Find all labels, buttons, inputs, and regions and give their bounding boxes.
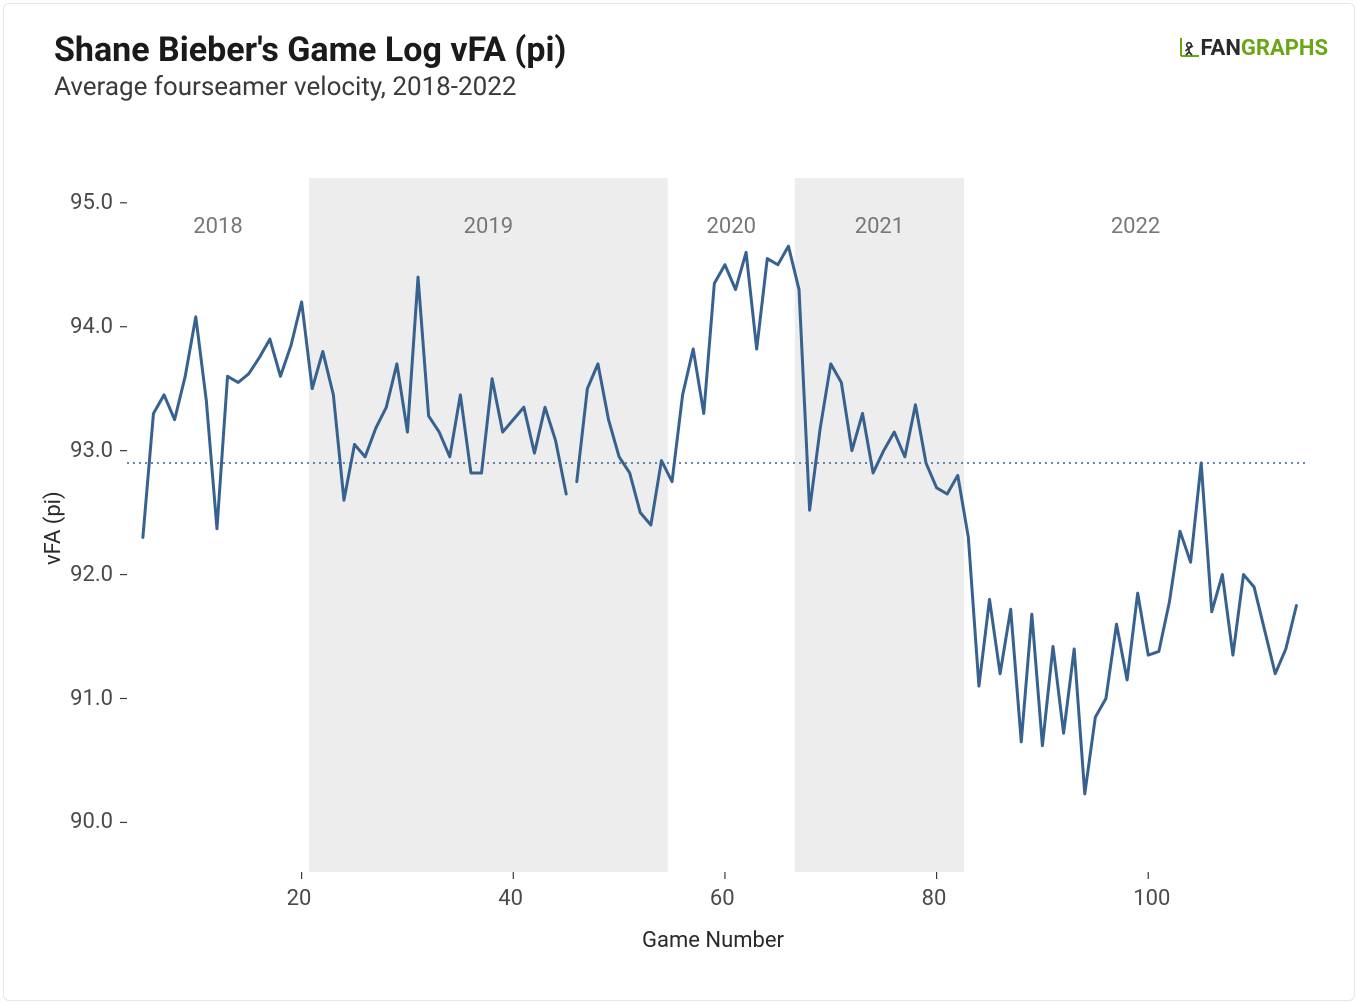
- season-label: 2019: [460, 214, 516, 239]
- season-label: 2018: [190, 214, 246, 239]
- chart-title: Shane Bieber's Game Log vFA (pi): [54, 30, 566, 70]
- x-tick-label: 40: [498, 886, 523, 911]
- y-tick-label: 91.0: [70, 686, 113, 711]
- x-tick-label: 60: [710, 886, 735, 911]
- chart-frame: Shane Bieber's Game Log vFA (pi) Average…: [0, 0, 1358, 1004]
- x-axis-label: Game Number: [642, 928, 784, 953]
- fangraphs-logo: FANGRAPHS: [1180, 36, 1328, 61]
- season-label: 2022: [1108, 214, 1164, 239]
- y-tick-label: 93.0: [70, 438, 113, 463]
- x-tick-label: 100: [1133, 886, 1170, 911]
- x-tick-label: 20: [287, 886, 312, 911]
- logo-text-fan: FAN: [1200, 36, 1240, 61]
- season-label: 2020: [703, 214, 759, 239]
- y-tick-label: 92.0: [70, 562, 113, 587]
- chart-subtitle: Average fourseamer velocity, 2018-2022: [54, 72, 516, 102]
- y-axis-label: vFA (pi): [41, 491, 66, 565]
- logo-text-graphs: GRAPHS: [1241, 36, 1328, 61]
- line-chart: [127, 178, 1307, 872]
- y-tick-label: 95.0: [70, 190, 113, 215]
- x-tick-label: 80: [922, 886, 947, 911]
- y-tick-label: 90.0: [70, 809, 113, 834]
- season-label: 2021: [851, 214, 907, 239]
- fangraphs-icon: [1180, 36, 1200, 61]
- y-tick-label: 94.0: [70, 314, 113, 339]
